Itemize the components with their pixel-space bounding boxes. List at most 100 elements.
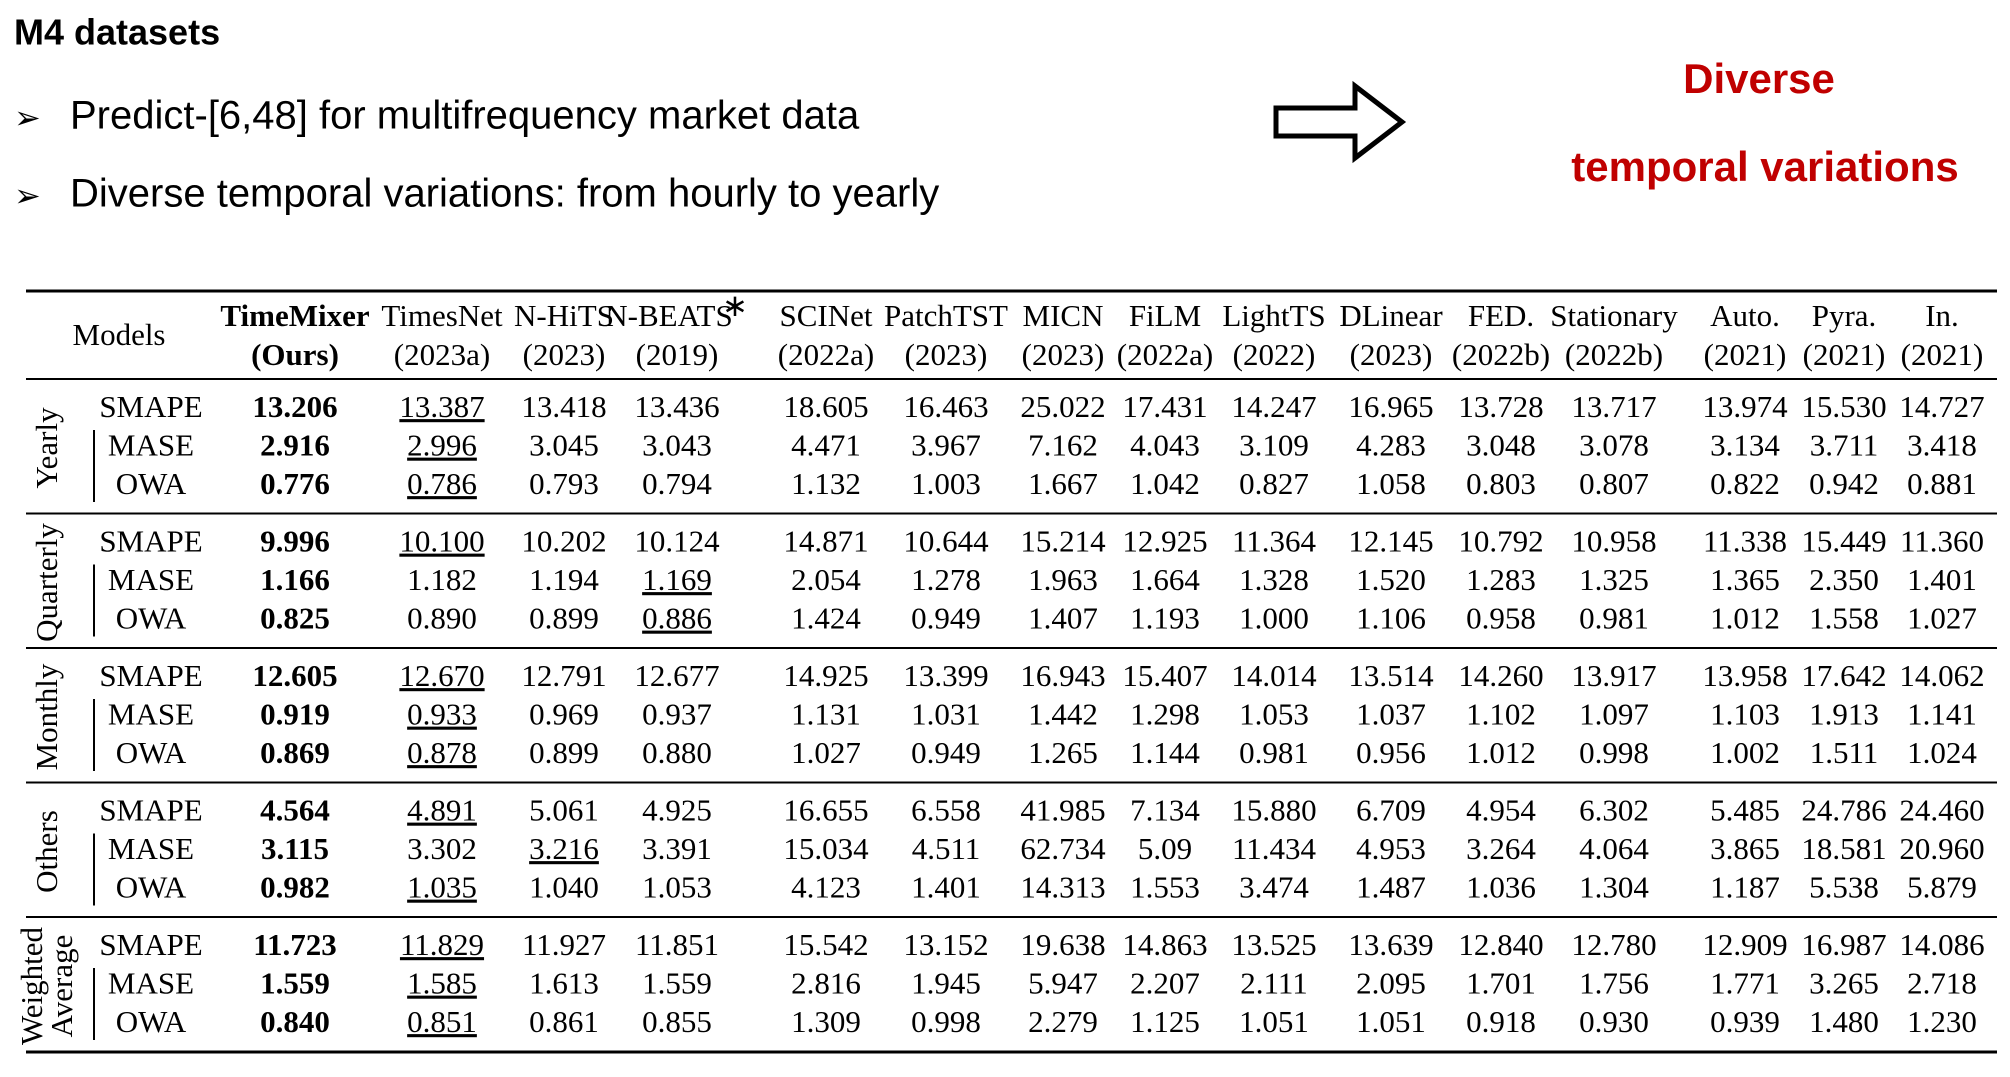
cell: 1.667 [1028, 466, 1098, 501]
cell: 62.734 [1020, 831, 1106, 866]
cell: 1.132 [791, 466, 861, 501]
cell: 1.012 [1710, 601, 1780, 636]
cell: 0.825 [260, 601, 330, 636]
cell: 6.302 [1579, 793, 1649, 828]
cell: 1.283 [1466, 562, 1536, 597]
bullet: Predict-[6,48] for multifrequency market… [70, 94, 860, 138]
cell: 2.816 [791, 966, 861, 1001]
cell: 0.899 [529, 601, 599, 636]
cell: 2.916 [260, 428, 330, 463]
column-name: DLinear [1339, 298, 1443, 333]
column-year: (2019) [636, 337, 719, 372]
cell: 0.861 [529, 1004, 599, 1039]
column-name: FED. [1468, 298, 1534, 333]
group-label: Yearly [29, 407, 64, 489]
cell: 2.996 [407, 428, 477, 463]
cell: 41.985 [1020, 793, 1105, 828]
metric: OWA [116, 601, 187, 636]
cell: 0.822 [1710, 466, 1780, 501]
cell: 13.152 [903, 927, 988, 962]
group-label: Monthly [29, 663, 64, 770]
cell: 15.214 [1020, 524, 1106, 559]
cell: 2.718 [1907, 966, 1977, 1001]
cell: 1.325 [1579, 562, 1649, 597]
cell: 4.953 [1356, 831, 1426, 866]
cell: 1.963 [1028, 562, 1098, 597]
column-name: PatchTST [884, 298, 1008, 333]
cell: 1.182 [407, 562, 477, 597]
cell: 3.045 [529, 428, 599, 463]
metric: MASE [108, 966, 194, 1001]
cell: 15.880 [1231, 793, 1316, 828]
cell: 3.711 [1810, 428, 1879, 463]
cell: 0.998 [911, 1004, 981, 1039]
column-year: (2021) [1901, 337, 1984, 372]
cell: 0.930 [1579, 1004, 1649, 1039]
cell: 1.304 [1579, 870, 1649, 905]
bullet: Diverse temporal variations: from hourly… [70, 172, 939, 216]
cell: 0.786 [407, 466, 477, 501]
cell: 3.048 [1466, 428, 1536, 463]
column-year: (2023) [1022, 337, 1105, 372]
column-name: FiLM [1129, 298, 1201, 333]
cell: 1.053 [1239, 697, 1309, 732]
cell: 0.918 [1466, 1004, 1536, 1039]
cell: 12.925 [1122, 524, 1207, 559]
cell: 2.111 [1240, 966, 1307, 1001]
cell: 1.442 [1028, 697, 1098, 732]
cell: 1.230 [1907, 1004, 1977, 1039]
cell: 4.564 [260, 793, 330, 828]
cell: 0.937 [642, 697, 712, 732]
cell: 19.638 [1020, 927, 1105, 962]
metric: SMAPE [99, 389, 202, 424]
cell: 13.514 [1348, 658, 1434, 693]
cell: 14.863 [1122, 927, 1207, 962]
column-year: (2022b) [1452, 337, 1550, 372]
cell: 11.851 [635, 927, 719, 962]
column-year: (2023) [523, 337, 606, 372]
cell: 1.913 [1809, 697, 1879, 732]
metric: OWA [116, 1004, 187, 1039]
cell: 3.474 [1239, 870, 1309, 905]
cell: 1.771 [1710, 966, 1780, 1001]
cell: 0.886 [642, 601, 712, 636]
cell: 14.313 [1020, 870, 1105, 905]
cell: 11.338 [1703, 524, 1787, 559]
cell: 1.144 [1130, 735, 1200, 770]
cell: 12.677 [634, 658, 719, 693]
cell: 1.051 [1239, 1004, 1309, 1039]
cell: 10.958 [1571, 524, 1656, 559]
cell: 1.401 [1907, 562, 1977, 597]
cell: 4.123 [791, 870, 861, 905]
cell: 1.298 [1130, 697, 1200, 732]
cell: 1.053 [642, 870, 712, 905]
cell: 0.919 [260, 697, 330, 732]
cell: 1.103 [1710, 697, 1780, 732]
cell: 9.996 [260, 524, 330, 559]
callout: temporal variations [1571, 143, 1958, 190]
cell: 1.559 [642, 966, 712, 1001]
cell: 1.613 [529, 966, 599, 1001]
cell: 3.078 [1579, 428, 1649, 463]
cell: 3.134 [1710, 428, 1780, 463]
cell: 4.471 [791, 428, 861, 463]
cell: 1.027 [1907, 601, 1977, 636]
cell: 3.865 [1710, 831, 1780, 866]
metric: MASE [108, 562, 194, 597]
column-name: Stationary [1550, 298, 1678, 333]
cell: 1.278 [911, 562, 981, 597]
column-name: Pyra. [1812, 298, 1877, 333]
column-year: (2023) [905, 337, 988, 372]
cell: 10.202 [521, 524, 606, 559]
cell: 3.418 [1907, 428, 1977, 463]
cell: 5.879 [1907, 870, 1977, 905]
cell: 24.786 [1801, 793, 1886, 828]
cell: 13.974 [1702, 389, 1788, 424]
cell: 1.131 [791, 697, 861, 732]
cell: 0.869 [260, 735, 330, 770]
cell: 12.909 [1702, 927, 1787, 962]
cell: 10.100 [399, 524, 484, 559]
cell: 1.051 [1356, 1004, 1426, 1039]
cell: 1.756 [1579, 966, 1649, 1001]
cell: 1.027 [791, 735, 861, 770]
